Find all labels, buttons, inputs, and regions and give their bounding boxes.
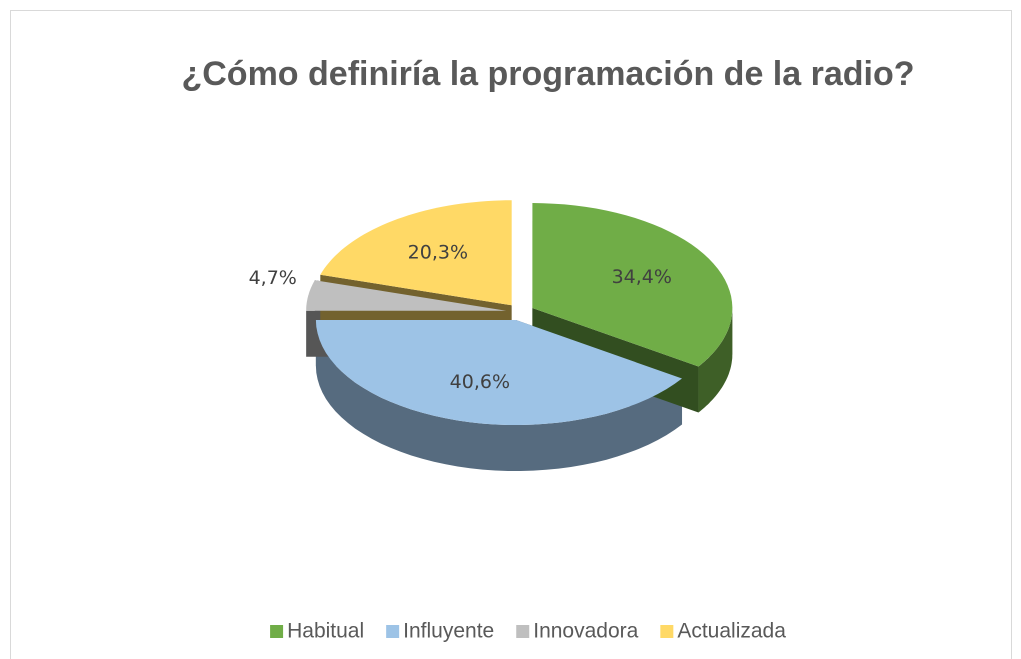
legend: Habitual Influyente Innovadora Actualizada: [270, 620, 786, 643]
legend-label: Habitual: [287, 620, 364, 643]
slice-wall: [315, 320, 682, 471]
value-label: 34,4%: [612, 266, 672, 288]
value-label: 20,3%: [408, 241, 468, 263]
value-label: 40,6%: [450, 371, 510, 393]
legend-swatch: [516, 625, 530, 638]
legend-swatch: [660, 625, 674, 638]
legend-label: Innovadora: [533, 620, 638, 643]
legend-swatch: [270, 625, 284, 638]
legend-swatch: [386, 625, 400, 638]
slice: [320, 200, 512, 306]
slice-wall: [698, 308, 733, 413]
legend-label: Actualizada: [677, 620, 786, 643]
value-label: 4,7%: [249, 267, 297, 289]
slice: [532, 203, 733, 367]
pie: 34,4% 40,6% 4,7% 20,3%: [249, 200, 733, 471]
chart-title: ¿Cómo definiría la programación de la ra…: [181, 55, 914, 93]
slice: [306, 280, 507, 311]
slice: [315, 320, 682, 425]
legend-label: Influyente: [403, 620, 494, 643]
